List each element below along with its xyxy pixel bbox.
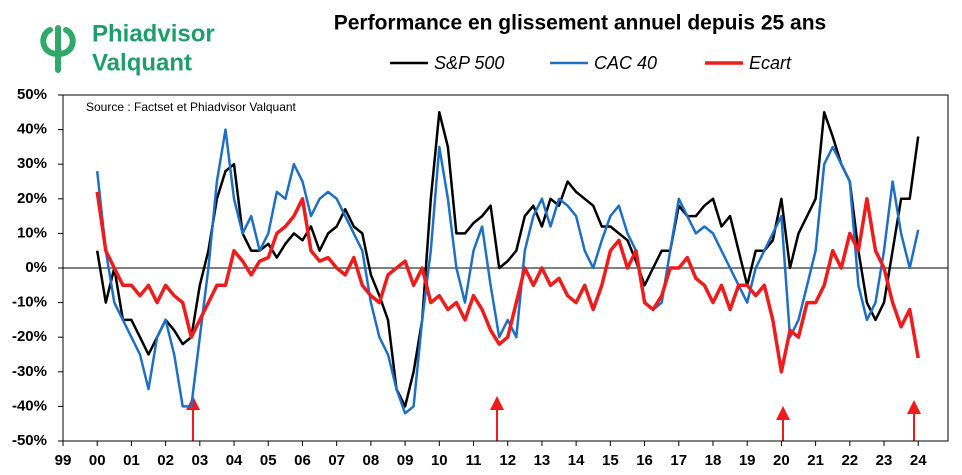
y-tick-label: 10% <box>17 224 47 241</box>
y-tick-label: -30% <box>12 363 47 380</box>
x-tick-label: 05 <box>260 452 277 469</box>
x-tick-label: 16 <box>636 452 653 469</box>
logo-icon <box>40 25 76 73</box>
y-tick-label: 30% <box>17 155 47 172</box>
y-tick-label: 0% <box>25 259 47 276</box>
chart-title: Performance en glissement annuel depuis … <box>334 12 827 35</box>
x-tick-label: 22 <box>841 452 858 469</box>
arrow <box>907 400 921 441</box>
x-tick-label: 01 <box>123 452 140 469</box>
y-tick-label: 40% <box>17 121 47 138</box>
y-tick-label: 50% <box>17 86 47 103</box>
x-tick-label: 13 <box>534 452 551 469</box>
x-tick-label: 07 <box>328 452 345 469</box>
x-tick-label: 02 <box>157 452 174 469</box>
x-tick-label: 12 <box>499 452 516 469</box>
y-tick-label: -20% <box>12 328 47 345</box>
x-tick-label: 18 <box>705 452 722 469</box>
source-note: Source : Factset et Phiadvisor Valquant <box>86 100 297 114</box>
x-tick-label: 15 <box>602 452 619 469</box>
y-tick-label: 20% <box>17 190 47 207</box>
x-tick-label: 20 <box>773 452 790 469</box>
x-tick-label: 19 <box>739 452 756 469</box>
y-tick-label: -40% <box>12 397 47 414</box>
x-tick-label: 03 <box>191 452 208 469</box>
x-tick-label: 09 <box>397 452 414 469</box>
brand-line-2: Valquant <box>92 49 192 76</box>
legend-label: S&P 500 <box>434 53 504 73</box>
x-tick-label: 00 <box>89 452 106 469</box>
x-tick-label: 23 <box>876 452 893 469</box>
arrow <box>490 396 504 441</box>
x-tick-label: 04 <box>226 452 243 469</box>
event-arrows <box>186 396 921 441</box>
x-tick-label: 21 <box>807 452 824 469</box>
legend-label: Ecart <box>749 53 792 73</box>
x-tick-label: 10 <box>431 452 448 469</box>
x-tick-label: 17 <box>670 452 687 469</box>
x-tick-label: 11 <box>466 452 482 469</box>
y-tick-label: -50% <box>12 432 47 449</box>
arrow <box>776 406 790 441</box>
x-tick-label: 14 <box>568 452 585 469</box>
x-tick-label: 24 <box>910 452 927 469</box>
legend-label: CAC 40 <box>594 53 657 73</box>
logo: Phiadvisor Valquant <box>40 20 215 76</box>
x-tick-label: 06 <box>294 452 311 469</box>
y-tick-label: -10% <box>12 294 47 311</box>
series-line <box>95 128 920 415</box>
series-line <box>95 111 920 408</box>
x-tick-label: 08 <box>363 452 380 469</box>
series-line <box>95 191 920 374</box>
brand-line-1: Phiadvisor <box>92 20 215 47</box>
x-tick-label: 99 <box>55 452 72 469</box>
